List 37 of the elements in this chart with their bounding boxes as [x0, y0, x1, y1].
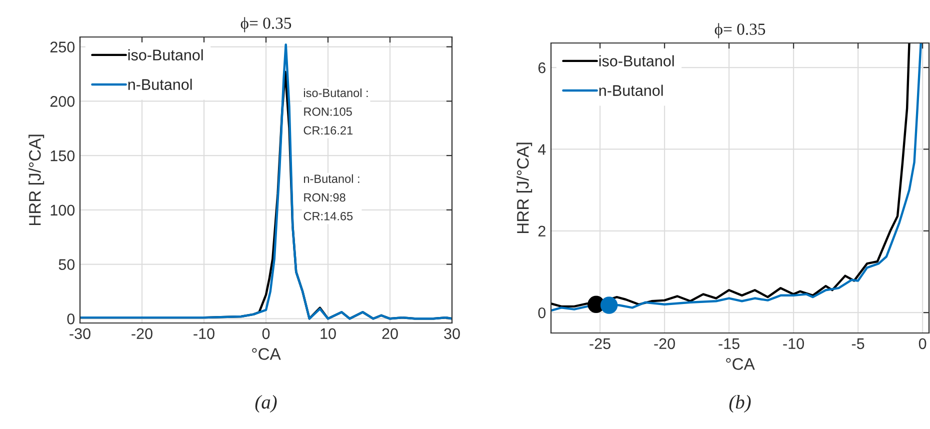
annotation: n-Butanol : RON:98 CR:14.65 [304, 174, 360, 220]
legend-label: n-Butanol [599, 84, 663, 96]
legend-label: n-Butanol [128, 78, 192, 90]
y-tick-label: 250 [50, 42, 75, 52]
y-tick-label: 150 [50, 150, 75, 162]
x-tick-label: -10 [194, 328, 214, 340]
annotation: iso-Butanol : RON:105 CR:16.21 [304, 88, 368, 135]
x-tick-label: -30 [70, 328, 90, 340]
x-tick-label: 0 [918, 338, 926, 350]
legend-label: iso-Butanol [599, 55, 674, 66]
x-tick-label: 20 [382, 328, 398, 340]
chart-title: ϕ= 0.35 [240, 17, 292, 32]
y-axis-title: HRR [J/°CA] [516, 142, 532, 234]
y-tick-label: 0 [538, 307, 546, 318]
y-tick-label: 6 [538, 62, 546, 74]
legend-label: iso-Butanol [128, 49, 203, 60]
y-tick-label: 0 [67, 314, 75, 324]
x-axis-title: °CA [726, 358, 755, 370]
x-axis-title: °CA [252, 348, 281, 360]
chart-title: ϕ= 0.35 [714, 23, 766, 38]
x-tick-label: -15 [718, 338, 740, 350]
x-tick-label: 0 [262, 328, 270, 340]
x-tick-label: -10 [783, 338, 804, 350]
x-tick-label: -20 [654, 338, 675, 350]
x-tick-label: -20 [132, 328, 152, 340]
y-tick-label: 4 [538, 144, 546, 155]
y-axis-title: HRR [J/°CA] [28, 134, 44, 226]
y-tick-label: 200 [50, 96, 75, 107]
x-tick-label: 10 [320, 328, 336, 340]
x-tick-label: -5 [852, 338, 864, 350]
text: (a) [255, 395, 277, 413]
x-tick-label: 30 [444, 328, 460, 340]
x-tick-label: -25 [590, 338, 610, 350]
text: (b) [729, 395, 751, 413]
y-tick-label: 100 [50, 204, 75, 216]
y-tick-label: 2 [538, 226, 546, 236]
y-tick-label: 50 [58, 259, 75, 270]
